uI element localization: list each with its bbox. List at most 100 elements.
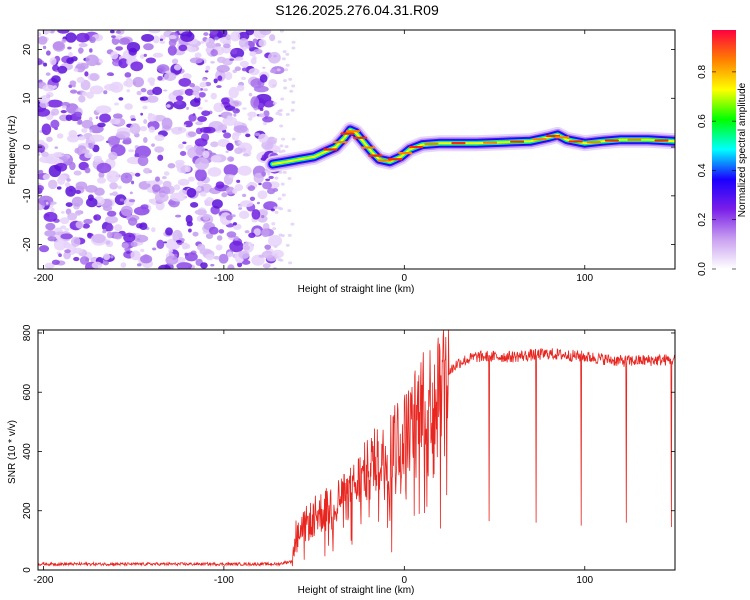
noise-speckle (88, 142, 95, 150)
noise-speckle (267, 172, 271, 176)
noise-speckle (272, 266, 277, 269)
noise-speckle (84, 167, 91, 174)
noise-speckle (205, 65, 211, 71)
noise-speckle (281, 57, 286, 61)
noise-speckle (254, 132, 261, 137)
noise-speckle (163, 171, 170, 176)
noise-speckle (74, 210, 82, 216)
noise-speckle (180, 31, 195, 42)
noise-speckle (253, 228, 261, 236)
noise-speckle (136, 263, 142, 267)
noise-speckle (282, 79, 287, 83)
noise-speckle (159, 40, 166, 44)
noise-speckle (232, 188, 238, 194)
noise-speckle (229, 240, 244, 253)
noise-speckle (282, 170, 287, 174)
noise-speckle (232, 222, 237, 226)
noise-speckle (194, 209, 207, 216)
noise-speckle (207, 167, 222, 177)
noise-speckle (273, 137, 278, 141)
noise-speckle (178, 143, 184, 149)
noise-speckle (133, 206, 150, 216)
noise-speckle (81, 128, 88, 133)
noise-speckle (223, 132, 232, 139)
noise-speckle (112, 191, 118, 197)
noise-speckle (95, 116, 99, 120)
noise-speckle (214, 36, 219, 41)
noise-speckle (236, 84, 245, 92)
noise-speckle (248, 92, 253, 97)
noise-speckle (139, 54, 145, 59)
noise-speckle (142, 105, 148, 110)
noise-speckle (261, 154, 267, 161)
noise-speckle (284, 68, 289, 72)
noise-speckle (152, 35, 160, 44)
noise-speckle (48, 164, 62, 178)
spectrogram-x-label: Height of straight line (km) (298, 284, 415, 295)
noise-speckle (129, 191, 133, 195)
noise-speckle (57, 30, 70, 34)
noise-speckle (71, 196, 84, 207)
noise-speckle (226, 215, 233, 221)
noise-speckle (136, 90, 142, 96)
noise-speckle (89, 134, 105, 142)
noise-speckle (230, 100, 242, 107)
noise-speckle (182, 141, 187, 145)
noise-speckle (183, 124, 187, 127)
noise-speckle (106, 72, 114, 76)
noise-speckle (78, 95, 86, 103)
colorbar-tick-label: 0.0 (697, 262, 708, 276)
noise-speckle (167, 200, 176, 206)
noise-speckle (164, 72, 177, 81)
noise-speckle (291, 46, 296, 50)
noise-speckle (89, 36, 96, 44)
noise-speckle (38, 31, 42, 37)
snr-x-ticks: -200 -100 0 100 (33, 330, 594, 586)
noise-speckle (148, 126, 156, 133)
noise-speckle (195, 121, 203, 126)
noise-speckle (213, 78, 218, 84)
noise-speckle (132, 81, 137, 86)
noise-speckle (216, 235, 223, 241)
noise-speckle (244, 230, 250, 234)
noise-speckle (130, 241, 138, 247)
noise-speckle (165, 255, 179, 265)
noise-speckle (225, 34, 231, 41)
noise-speckle (188, 228, 192, 233)
noise-speckle (209, 30, 219, 35)
noise-speckle (146, 95, 159, 103)
noise-speckle (200, 262, 208, 269)
noise-speckle (239, 60, 249, 68)
noise-speckle (201, 78, 207, 82)
noise-speckle (168, 34, 177, 40)
noise-speckle (38, 144, 46, 153)
noise-speckle (194, 168, 207, 182)
spectrogram-ridge (264, 122, 675, 173)
snr-y-label: SNR (10 * v/v) (7, 420, 18, 484)
colorbar-tick-label: 0.6 (697, 114, 708, 128)
noise-speckle (178, 78, 192, 87)
noise-speckle (75, 220, 84, 229)
noise-speckle (106, 210, 117, 217)
noise-speckle (128, 199, 136, 203)
noise-speckle (129, 114, 136, 120)
noise-speckle (188, 113, 197, 122)
noise-speckle (195, 94, 200, 99)
noise-speckle (161, 175, 167, 180)
noise-speckle (45, 72, 51, 76)
colorbar-tick-label: 0.8 (697, 64, 708, 78)
noise-speckle (76, 76, 85, 84)
noise-speckle (140, 254, 153, 264)
noise-speckle (194, 157, 210, 171)
noise-speckle (288, 261, 293, 265)
noise-speckle (99, 113, 111, 123)
noise-speckle (134, 145, 152, 158)
snr-y-tick-label: 600 (22, 383, 33, 400)
noise-speckle (163, 241, 167, 244)
noise-speckle (84, 152, 93, 159)
noise-speckle (236, 179, 241, 183)
noise-speckle (130, 180, 135, 185)
colorbar-tick-label: 0.4 (697, 163, 708, 177)
noise-speckle (291, 84, 296, 88)
noise-speckle (57, 176, 66, 185)
